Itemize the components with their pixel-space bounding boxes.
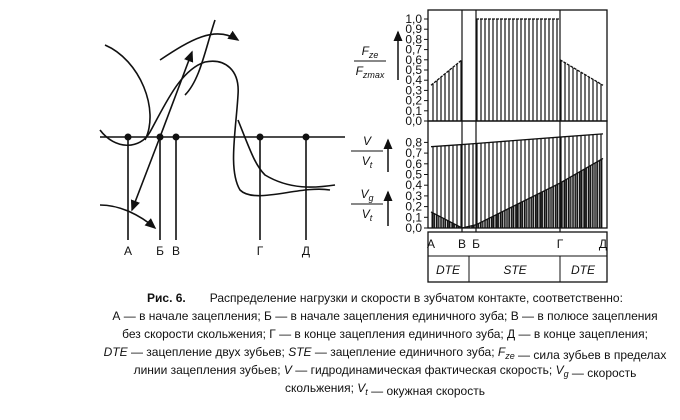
y-tick-label: 0,7 <box>405 43 422 57</box>
caption-text: — окужная скорость <box>368 384 485 398</box>
caption-italic: V <box>556 363 565 377</box>
y-tick-label: 0,5 <box>405 168 422 182</box>
caption-line: линии зацепления зубьев; V — гидродинами… <box>134 363 637 380</box>
x-tick-label: Г <box>557 237 564 251</box>
caption-line: А — в начале зацепления; Б — в начале за… <box>112 309 657 323</box>
y-label-sub: g <box>369 193 374 203</box>
y-label-part: V <box>360 187 369 201</box>
y-tick-label: 0,0 <box>405 221 422 235</box>
caption-line: DTE — зацепление двух зубьев; STE — заце… <box>104 345 667 362</box>
y-label-sub: zmax <box>362 70 385 80</box>
y-tick-label: 0,8 <box>405 32 422 46</box>
caption-text: — зацепление единичного зуба; <box>312 345 498 359</box>
y-label-sub: t <box>370 213 373 223</box>
x-tick-label: Д <box>599 237 607 251</box>
x-tick-label: В <box>458 237 466 251</box>
phase-band <box>427 231 608 283</box>
y-tick-label: 0,2 <box>405 94 422 108</box>
point-label: Б <box>156 244 164 258</box>
point-label: А <box>124 244 132 258</box>
phase-label: DTE <box>571 263 596 277</box>
gear-diagram <box>99 19 345 240</box>
y-tick-label: 1,0 <box>405 12 422 26</box>
caption-line: без скорости скольжения; Г — в конце зац… <box>122 327 648 341</box>
caption-text: — зацепление двух зубьев; <box>128 345 289 359</box>
phase-label: STE <box>503 263 527 277</box>
y-tick-label: 0,7 <box>405 146 422 160</box>
x-tick-label: А <box>427 237 435 251</box>
area <box>431 59 462 121</box>
caption-sub: t <box>365 387 368 397</box>
area <box>560 59 603 121</box>
y-tick-label: 0,5 <box>405 63 422 77</box>
y-label-part: V <box>362 207 371 221</box>
point-label: В <box>172 244 180 258</box>
y-tick-label: 0,1 <box>405 210 422 224</box>
phase-label: DTE <box>436 263 461 277</box>
y-tick-label: 0,0 <box>405 114 422 128</box>
y-tick-label: 0,6 <box>405 157 422 171</box>
area-edge <box>559 59 604 86</box>
y-label-den: Vt <box>362 207 373 223</box>
caption-text: скольжения; <box>285 381 357 395</box>
y-tick-label: 0,8 <box>405 135 422 149</box>
caption-italic: V <box>357 381 366 395</box>
caption: Рис. 6. Распределение нагрузки и скорост… <box>104 291 667 398</box>
caption-line: скольжения; Vt — окужная скорость <box>285 381 485 398</box>
caption-italic: STE <box>288 345 312 359</box>
caption-italic: F <box>498 345 506 359</box>
y-label-num: Fze <box>362 44 379 60</box>
caption-line: Рис. 6. Распределение нагрузки и скорост… <box>147 291 623 305</box>
caption-sub: g <box>564 369 569 379</box>
caption-text: — скорость <box>569 366 637 380</box>
y-label-num: Vg <box>360 187 373 203</box>
area-edge <box>430 59 463 86</box>
caption-text: линии зацепления зубьев; <box>134 363 284 377</box>
caption-text: без скорости скольжения; Г — в конце зац… <box>122 327 648 341</box>
y-tick-label: 0,3 <box>405 83 422 97</box>
y-label-den: Vt <box>362 154 373 170</box>
y-label-sub: t <box>370 160 373 170</box>
y-label-den: Fzmax <box>356 64 385 80</box>
caption-title: Рис. 6. <box>147 291 186 305</box>
y-label-part: F <box>362 44 370 58</box>
y-tick-label: 0,4 <box>405 73 422 87</box>
chart: 0,00,10,20,30,40,50,60,70,80,91,00,00,10… <box>351 9 608 283</box>
y-tick-label: 0,1 <box>405 104 422 118</box>
y-label-num: V <box>363 134 372 148</box>
caption-italic: DTE <box>104 345 129 359</box>
caption-text: А — в начале зацепления; Б — в начале за… <box>112 309 657 323</box>
point-label: Г <box>257 244 264 258</box>
y-tick-label: 0,6 <box>405 53 422 67</box>
point-label: Д <box>302 244 310 258</box>
caption-sub: ze <box>504 351 515 361</box>
y-label-part: F <box>356 64 364 78</box>
y-label-part: V <box>363 134 372 148</box>
caption-text: — сила зубьев в пределах <box>515 348 667 362</box>
caption-italic: V <box>284 363 293 377</box>
x-tick-label: Б <box>472 237 480 251</box>
area <box>476 19 560 121</box>
y-tick-label: 0,2 <box>405 200 422 214</box>
y-tick-label: 0,4 <box>405 178 422 192</box>
y-tick-label: 0,9 <box>405 22 422 36</box>
caption-text: Распределение нагрузки и скорости в зубч… <box>210 291 623 305</box>
y-label-part: V <box>362 154 371 168</box>
caption-text: — гидродинамическая фактическая скорость… <box>292 363 556 377</box>
y-label-sub: ze <box>368 50 379 60</box>
y-tick-label: 0,3 <box>405 189 422 203</box>
